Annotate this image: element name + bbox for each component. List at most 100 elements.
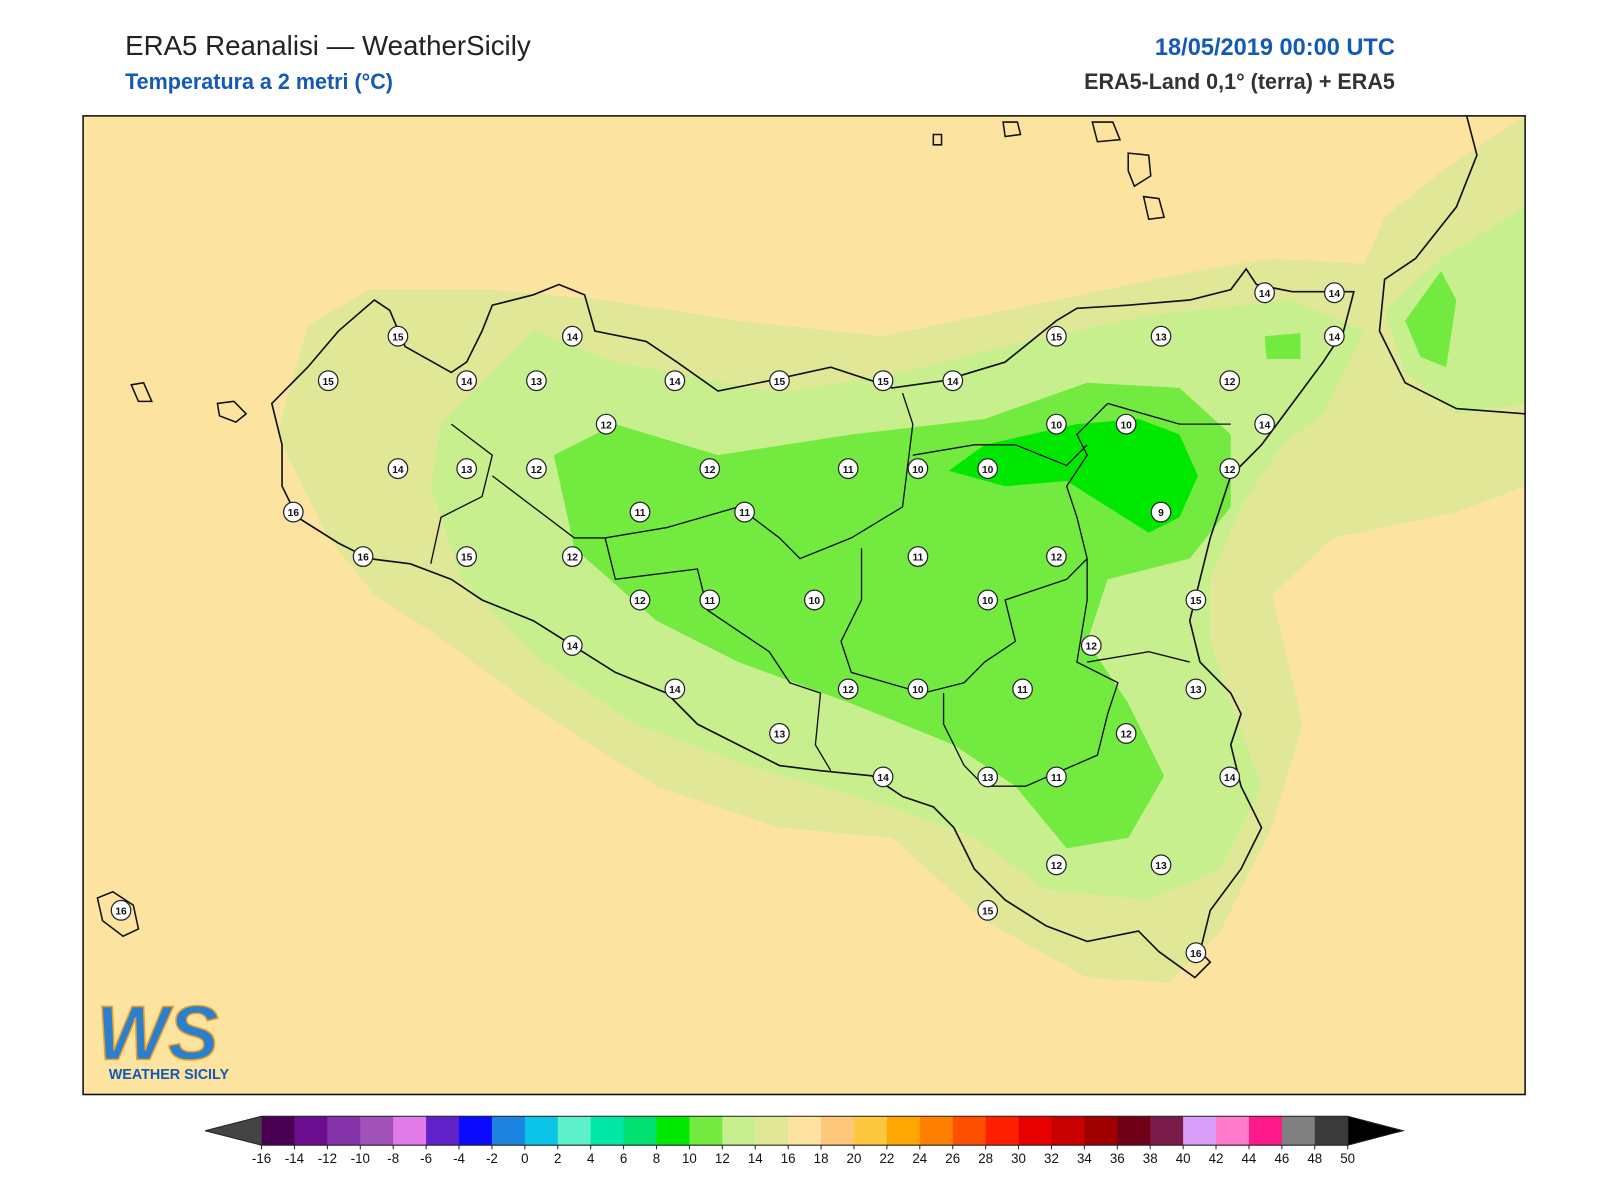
station-marker — [317, 370, 339, 392]
station-value: 14 — [1329, 289, 1341, 300]
station-value: 13 — [1190, 685, 1202, 696]
colorbar-segment — [294, 1116, 328, 1146]
station-value: 15 — [392, 332, 404, 343]
logo-mark: WS — [96, 991, 218, 1076]
colorbar-segment — [821, 1116, 855, 1146]
station-marker — [1219, 766, 1241, 788]
colorbar-tick-label: -16 — [252, 1151, 271, 1166]
station-value: 15 — [1051, 332, 1063, 343]
station-marker — [456, 370, 478, 392]
station-value: 10 — [1051, 420, 1063, 431]
station-marker — [664, 370, 686, 392]
station-value: 9 — [1158, 508, 1164, 519]
station-marker — [872, 766, 894, 788]
colorbar-segment — [952, 1116, 987, 1146]
station-marker — [664, 678, 686, 700]
colorbar-tick-label: 10 — [682, 1151, 697, 1166]
station-value: 10 — [809, 596, 821, 607]
colorbar-tick-label: 16 — [781, 1151, 796, 1166]
station-value: 14 — [392, 465, 404, 476]
station-marker — [734, 501, 755, 523]
station-marker — [907, 546, 929, 567]
colorbar-tick-label: 50 — [1340, 1151, 1355, 1166]
station-value: 12 — [1051, 861, 1063, 872]
colorbar-segment — [985, 1116, 1020, 1146]
colorbar-tick-label: -4 — [453, 1151, 465, 1166]
station-marker — [1185, 678, 1207, 700]
station-value: 16 — [357, 553, 369, 564]
colorbar-segment — [1084, 1116, 1118, 1146]
station-marker — [352, 546, 374, 567]
colorbar-segment — [1051, 1116, 1085, 1146]
colorbar-segment — [393, 1116, 427, 1146]
station-value: 12 — [842, 685, 854, 696]
map-frame — [82, 115, 1526, 1096]
colorbar-segment — [459, 1116, 493, 1146]
colorbar-segment — [1216, 1116, 1250, 1146]
station-value: 11 — [1017, 685, 1028, 696]
station-marker — [1046, 546, 1067, 567]
station-value: 11 — [913, 553, 924, 564]
colorbar-segment — [1117, 1116, 1151, 1146]
station-marker — [456, 546, 478, 567]
station-value: 11 — [635, 508, 646, 519]
station-value: 12 — [567, 553, 579, 564]
station-marker — [1080, 635, 1102, 656]
colorbar-segment — [755, 1116, 789, 1146]
source: ERA5-Land 0,1° (terra) + ERA5 — [1084, 69, 1395, 94]
station-marker — [561, 635, 583, 656]
station-marker — [699, 589, 721, 611]
map — [82, 115, 1526, 1096]
station-marker — [1046, 854, 1067, 876]
station-value: 14 — [1259, 420, 1271, 431]
colorbar-tick-label: 24 — [912, 1151, 927, 1166]
station-value: 14 — [1329, 332, 1341, 343]
station-value: 14 — [1259, 289, 1271, 300]
colorbar-tick-label: 12 — [715, 1151, 730, 1166]
station-value: 11 — [739, 508, 750, 519]
colorbar-segment — [623, 1116, 658, 1146]
colorbar-tick-label: -6 — [420, 1151, 432, 1166]
station-value: 14 — [669, 377, 681, 388]
station-marker — [282, 501, 304, 523]
colorbar-segment — [722, 1116, 756, 1146]
station-marker — [1185, 942, 1207, 964]
colorbar-segment — [426, 1116, 460, 1146]
station-marker — [837, 678, 859, 700]
station-value: 15 — [322, 377, 334, 388]
colorbar-tick-label: 6 — [620, 1151, 627, 1166]
station-marker — [595, 413, 617, 435]
station-marker — [387, 325, 409, 347]
station-value: 13 — [1155, 332, 1167, 343]
station-value: 12 — [634, 596, 646, 607]
station-marker — [803, 589, 825, 611]
colorbar-tick-label: 42 — [1209, 1151, 1224, 1166]
colorbar-segment — [491, 1116, 526, 1146]
colorbar-tick-label: 48 — [1307, 1151, 1322, 1166]
station-marker — [872, 370, 894, 392]
colorbar-tick-label: 28 — [978, 1151, 993, 1166]
station-marker — [1254, 413, 1275, 435]
logo: WS WEATHER SICILY — [96, 990, 230, 1083]
station-marker — [1150, 501, 1172, 523]
station-marker — [629, 589, 651, 611]
station-value: 16 — [1190, 949, 1202, 960]
colorbar-segment — [853, 1116, 888, 1146]
station-value: 12 — [1120, 730, 1132, 741]
station-value: 16 — [288, 508, 300, 519]
station-marker — [561, 325, 583, 347]
station-marker — [1323, 282, 1345, 304]
colorbar-segment — [919, 1116, 954, 1146]
station-marker — [1046, 413, 1067, 435]
station-marker — [907, 458, 929, 480]
station-value: 11 — [843, 465, 854, 476]
station-value: 14 — [1224, 773, 1236, 784]
station-value: 11 — [704, 596, 715, 607]
station-value: 10 — [912, 465, 924, 476]
station-marker — [1254, 282, 1275, 304]
station-marker — [1046, 766, 1067, 788]
colorbar-tick-label: 46 — [1274, 1151, 1289, 1166]
colorbar-segment — [886, 1116, 921, 1146]
station-marker — [1012, 678, 1033, 700]
